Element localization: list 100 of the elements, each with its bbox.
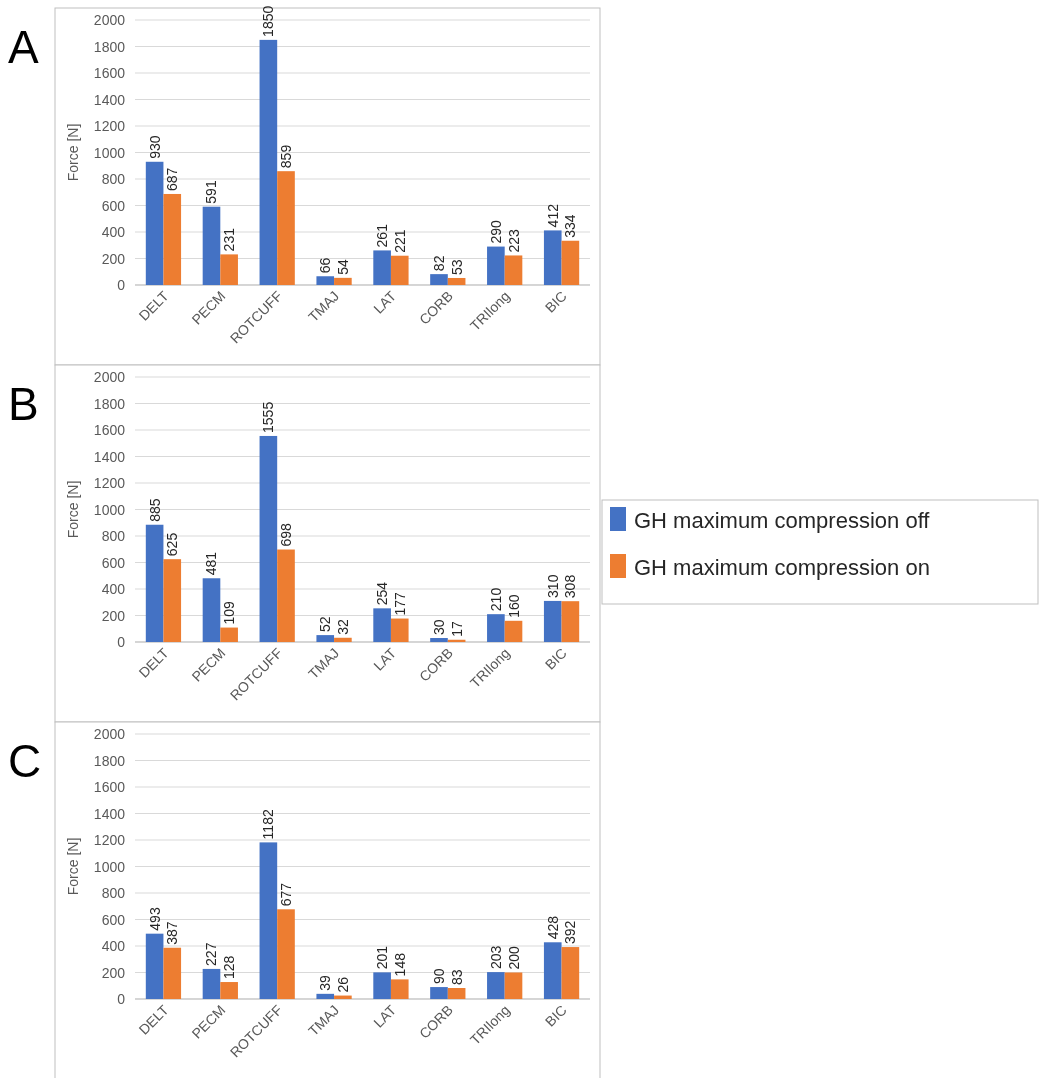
bar [163, 947, 182, 999]
data-label: 231 [221, 227, 238, 252]
bar [447, 988, 466, 999]
bar [561, 947, 580, 999]
data-label: 493 [146, 907, 163, 931]
bar [220, 254, 238, 285]
data-label: 481 [203, 551, 220, 576]
bar [504, 620, 523, 642]
data-label: 39 [317, 975, 334, 991]
bar [447, 277, 466, 285]
data-label: 308 [562, 574, 579, 599]
x-tick-label: BIC [541, 644, 570, 673]
data-label: 54 [334, 259, 351, 275]
y-tick-label: 1400 [93, 448, 126, 465]
legend-label: GH maximum compression off [634, 508, 931, 533]
data-label: 261 [374, 223, 391, 248]
bar [373, 250, 391, 285]
bar [430, 987, 448, 999]
data-label: 677 [278, 882, 294, 907]
data-label: 83 [448, 969, 465, 985]
data-label: 221 [391, 229, 408, 253]
y-tick-label: 0 [117, 991, 126, 1007]
y-tick-label: 1800 [93, 395, 126, 412]
data-label: 859 [278, 144, 294, 169]
bar [316, 993, 335, 999]
data-label: 177 [391, 591, 408, 616]
y-tick-label: 600 [101, 911, 126, 928]
y-tick-label: 800 [101, 885, 126, 901]
bar [259, 39, 278, 285]
data-label: 254 [374, 581, 391, 606]
bar [334, 637, 352, 642]
y-tick-label: 1600 [93, 422, 126, 438]
bar [487, 972, 505, 999]
bar [277, 909, 295, 999]
chart-title: C [8, 735, 42, 787]
y-tick-label: 1000 [93, 501, 126, 518]
bar [259, 435, 278, 642]
data-label: 52 [317, 616, 334, 633]
y-tick-label: 1800 [93, 38, 126, 55]
data-label: 290 [487, 220, 504, 244]
bar [145, 933, 164, 999]
data-label: 32 [334, 618, 351, 635]
bar [145, 524, 164, 642]
data-label: 334 [562, 214, 579, 238]
y-tick-label: 1000 [93, 858, 126, 875]
bar [561, 601, 580, 642]
y-tick-label: 600 [101, 197, 126, 214]
bar [220, 627, 238, 642]
data-label: 201 [374, 945, 391, 970]
data-label: 698 [278, 522, 294, 547]
y-tick-label: 400 [101, 224, 126, 240]
bar [373, 608, 391, 642]
y-tick-label: 1200 [93, 832, 126, 848]
data-label: 885 [146, 498, 163, 522]
x-tick-label: BIC [541, 287, 570, 316]
y-tick-label: 1600 [93, 65, 126, 81]
data-label: 412 [544, 203, 561, 228]
data-label: 223 [505, 228, 522, 253]
bar [316, 276, 335, 285]
bar [277, 171, 295, 285]
data-label: 210 [487, 587, 504, 612]
data-label: 66 [317, 257, 334, 274]
y-tick-label: 400 [101, 581, 126, 597]
data-label: 128 [221, 955, 238, 980]
bar [543, 600, 562, 642]
y-tick-label: 1600 [93, 779, 126, 795]
bar [390, 618, 409, 642]
y-tick-label: 1200 [93, 118, 126, 134]
data-label: 1182 [260, 809, 277, 840]
data-label: 203 [487, 945, 504, 970]
y-tick-label: 1200 [93, 475, 126, 491]
bar [202, 206, 221, 285]
y-tick-label: 200 [101, 964, 126, 981]
bar [504, 255, 523, 285]
y-tick-label: 2000 [93, 726, 126, 742]
bar [390, 979, 409, 999]
bar [543, 230, 562, 285]
x-tick-label: LAT [370, 1001, 400, 1031]
y-tick-label: 800 [101, 171, 126, 187]
data-label: 387 [164, 921, 181, 945]
bar [277, 549, 295, 642]
data-label: 148 [391, 952, 408, 977]
y-tick-label: 2000 [93, 12, 126, 28]
data-label: 17 [448, 620, 465, 637]
y-tick-label: 200 [101, 250, 126, 267]
y-tick-label: 0 [117, 277, 126, 293]
bar [561, 240, 580, 285]
bar [543, 942, 562, 999]
bar [145, 161, 164, 285]
y-tick-label: 1800 [93, 752, 126, 769]
y-axis-title: Force [N] [65, 837, 81, 896]
y-tick-label: 400 [101, 938, 126, 954]
data-label: 90 [431, 968, 447, 985]
y-tick-label: 0 [117, 634, 126, 650]
bar [430, 274, 448, 285]
data-label: 53 [448, 259, 465, 275]
y-tick-label: 1400 [93, 805, 126, 822]
data-label: 930 [146, 135, 163, 159]
data-label: 1555 [260, 401, 277, 433]
legend-label: GH maximum compression on [634, 555, 930, 580]
